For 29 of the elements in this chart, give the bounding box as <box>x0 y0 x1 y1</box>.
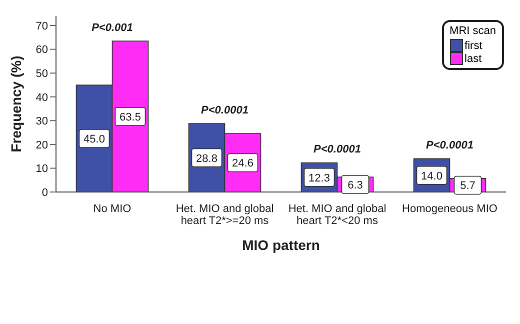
y-tick-label: 30 <box>36 116 48 128</box>
legend-title: MRI scan <box>450 25 496 37</box>
x-axis-title: MIO pattern <box>242 237 320 253</box>
data-label: 28.8 <box>196 152 218 165</box>
y-tick-label: 40 <box>36 92 48 104</box>
data-label: 12.3 <box>308 172 330 184</box>
data-label: 5.7 <box>460 180 476 192</box>
x-tick-label: Het. MIO and global heart T2*>=20 ms <box>176 203 274 227</box>
y-tick-label: 10 <box>36 163 48 176</box>
data-label: 14.0 <box>421 170 442 182</box>
data-label: 24.6 <box>232 158 254 170</box>
x-tick-label: Het. MIO and global heart T2*<20 ms <box>288 203 386 227</box>
annotation: P<0.001 <box>92 22 133 34</box>
annotation: P<0.0001 <box>426 140 474 152</box>
data-label: 6.3 <box>348 180 363 192</box>
y-tick-label: 0 <box>42 186 48 199</box>
x-tick-label: No MIO <box>93 203 132 215</box>
y-tick-label: 50 <box>36 68 48 80</box>
legend-label: last <box>464 52 482 64</box>
y-tick-label: 70 <box>36 20 48 32</box>
data-label: 45.0 <box>84 133 105 146</box>
y-tick-label: 20 <box>36 139 48 152</box>
x-tick-label: Homogeneous MIO <box>402 203 498 215</box>
annotation: P<0.0001 <box>201 104 248 117</box>
data-label: 63.5 <box>120 111 141 124</box>
y-tick-label: 60 <box>36 44 48 56</box>
annotation: P<0.0001 <box>314 144 361 156</box>
y-axis-title: Frequency (%) <box>8 56 24 152</box>
legend-label: first <box>464 40 482 52</box>
